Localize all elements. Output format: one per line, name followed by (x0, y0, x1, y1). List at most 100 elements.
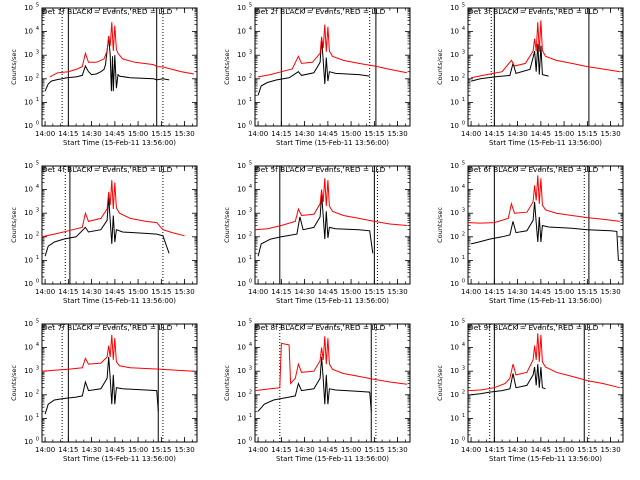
y-tick-label: 10 (450, 280, 459, 288)
panel-title: Det 3f BLACK = Events, RED = LLD (468, 7, 599, 16)
x-axis-label: Start Time (15-Feb-11 13:56:00) (489, 297, 602, 305)
x-tick-label: 15:00 (128, 130, 148, 138)
x-tick-label: 14:45 (105, 288, 125, 296)
x-tick-label: 14:45 (531, 288, 551, 296)
x-tick-label: 15:15 (151, 446, 171, 454)
y-tick-exponent: 5 (462, 161, 465, 167)
x-tick-label: 14:30 (82, 288, 102, 296)
x-tick-label: 14:45 (531, 130, 551, 138)
y-tick-label: 10 (450, 414, 459, 422)
y-tick-label: 10 (24, 256, 33, 264)
y-tick-exponent: 0 (462, 437, 465, 443)
x-axis-label: Start Time (15-Feb-11 13:56:00) (63, 455, 176, 463)
y-tick-label: 10 (237, 4, 246, 12)
x-tick-label: 15:30 (175, 288, 195, 296)
y-tick-label: 10 (450, 438, 459, 446)
y-tick-label: 10 (450, 75, 459, 83)
x-tick-label: 14:30 (508, 130, 528, 138)
y-tick-exponent: 3 (36, 366, 39, 372)
y-tick-exponent: 0 (249, 437, 252, 443)
y-tick-exponent: 5 (249, 319, 252, 325)
x-tick-label: 15:00 (554, 288, 574, 296)
x-axis-label: Start Time (15-Feb-11 13:56:00) (276, 455, 389, 463)
x-tick-label: 14:15 (271, 288, 291, 296)
y-tick-exponent: 2 (249, 389, 252, 395)
y-tick-exponent: 2 (462, 231, 465, 237)
panel-title: Det 9f BLACK = Events, RED = LLD (468, 323, 599, 332)
x-tick-label: 14:30 (295, 446, 315, 454)
y-tick-exponent: 4 (36, 26, 39, 32)
events-series-line (470, 201, 619, 261)
x-tick-label: 15:30 (601, 288, 621, 296)
y-tick-label: 10 (237, 438, 246, 446)
plot-frame (41, 323, 198, 443)
events-series-line (257, 194, 374, 257)
x-tick-label: 15:30 (388, 288, 408, 296)
plot-frame (254, 165, 411, 285)
plot-frame (467, 165, 624, 285)
x-tick-label: 14:15 (484, 130, 504, 138)
panel-title: Det 7f BLACK = Events, RED = LLD (42, 323, 173, 332)
y-tick-exponent: 5 (249, 161, 252, 167)
x-axis-label: Start Time (15-Feb-11 13:56:00) (276, 139, 389, 147)
x-tick-label: 15:30 (601, 446, 621, 454)
y-axis-label: Counts/sec (223, 207, 231, 243)
events-series-line (44, 36, 170, 92)
panel-title: Det 6f BLACK = Events, RED = LLD (468, 165, 599, 174)
y-tick-label: 10 (450, 98, 459, 106)
x-axis-label: Start Time (15-Feb-11 13:56:00) (276, 297, 389, 305)
x-tick-label: 14:30 (295, 288, 315, 296)
y-tick-exponent: 5 (36, 319, 39, 325)
x-tick-label: 15:00 (341, 288, 361, 296)
x-tick-label: 15:15 (577, 446, 597, 454)
y-tick-label: 10 (450, 51, 459, 59)
x-tick-label: 14:00 (461, 130, 481, 138)
y-tick-exponent: 1 (36, 97, 39, 103)
x-tick-label: 14:45 (318, 288, 338, 296)
x-axis-label: Start Time (15-Feb-11 13:56:00) (489, 455, 602, 463)
y-tick-exponent: 3 (36, 208, 39, 214)
y-tick-label: 10 (237, 233, 246, 241)
events-series-line (44, 196, 170, 257)
x-tick-label: 14:30 (82, 446, 102, 454)
x-tick-label: 14:00 (35, 446, 55, 454)
panel-title: Det 1f BLACK = Events, RED = LLD (42, 7, 173, 16)
y-tick-exponent: 4 (249, 26, 252, 32)
lld-series-line (254, 336, 407, 392)
y-tick-exponent: 2 (462, 389, 465, 395)
plot-frame (467, 7, 624, 127)
x-tick-label: 14:00 (35, 288, 55, 296)
lld-series-line (467, 175, 620, 224)
y-tick-exponent: 1 (36, 413, 39, 419)
x-tick-label: 15:15 (577, 130, 597, 138)
y-tick-exponent: 5 (462, 3, 465, 9)
y-tick-label: 10 (24, 162, 33, 170)
y-tick-exponent: 1 (462, 255, 465, 261)
lld-series-line (41, 180, 185, 238)
y-tick-label: 10 (24, 4, 33, 12)
x-tick-label: 15:30 (388, 130, 408, 138)
plot-frame (41, 7, 198, 127)
y-axis-label: Counts/sec (436, 207, 444, 243)
x-tick-label: 14:30 (508, 446, 528, 454)
y-tick-label: 10 (24, 122, 33, 130)
y-tick-label: 10 (237, 344, 246, 352)
panel-title: Det 8f BLACK = Events, RED = LLD (255, 323, 386, 332)
x-tick-label: 14:15 (58, 288, 78, 296)
x-tick-label: 14:15 (484, 446, 504, 454)
y-tick-label: 10 (24, 280, 33, 288)
y-tick-exponent: 4 (36, 342, 39, 348)
y-axis-label: Counts/sec (436, 49, 444, 85)
x-tick-label: 14:15 (271, 130, 291, 138)
y-tick-label: 10 (24, 28, 33, 36)
x-tick-label: 14:30 (82, 130, 102, 138)
x-tick-label: 15:15 (364, 446, 384, 454)
x-tick-label: 14:15 (484, 288, 504, 296)
y-tick-exponent: 0 (36, 279, 39, 285)
y-tick-exponent: 0 (462, 279, 465, 285)
y-tick-exponent: 2 (36, 73, 39, 79)
y-tick-label: 10 (237, 209, 246, 217)
y-axis-label: Counts/sec (223, 49, 231, 85)
